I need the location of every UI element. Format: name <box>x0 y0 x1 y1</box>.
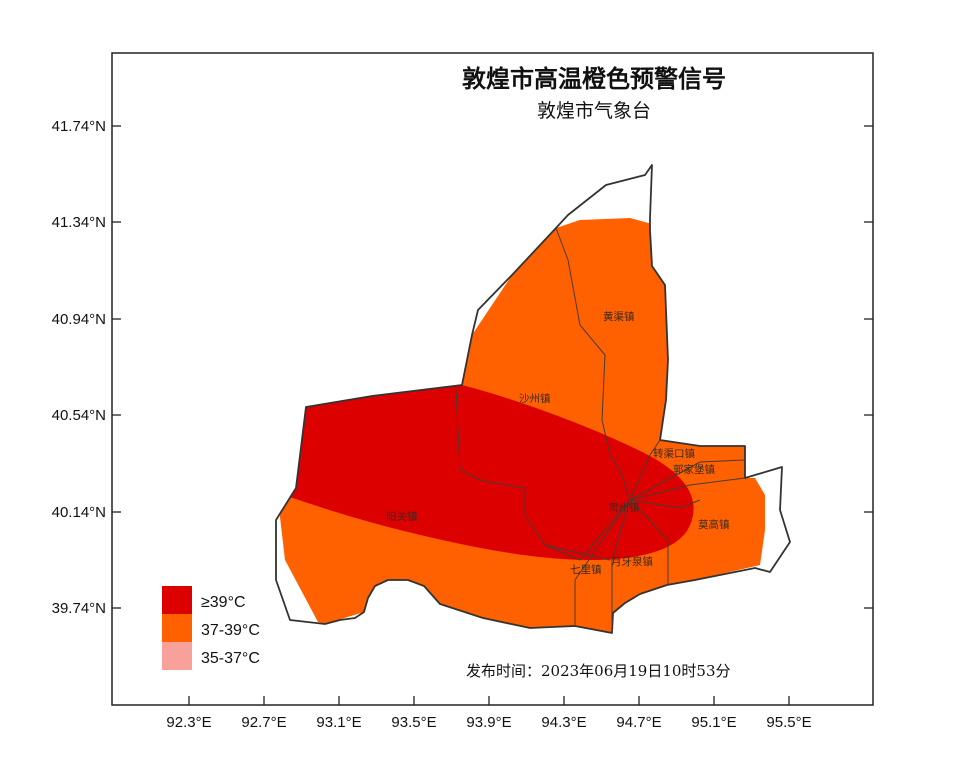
town-label-guojiabao: 郭家堡镇 <box>673 463 715 476</box>
x-tick-label: 95.1°E <box>691 714 736 731</box>
legend-swatch-extreme <box>162 586 192 614</box>
extreme-temp-zone-red <box>276 385 694 560</box>
y-tick-label: 40.14°N <box>52 504 106 521</box>
x-tick-label: 93.1°E <box>316 714 361 731</box>
town-label-suzhou: 肃州镇 <box>608 501 640 514</box>
town-label-shazhou: 沙州镇 <box>519 392 551 405</box>
y-tick-label: 40.94°N <box>52 311 106 328</box>
legend-label-moderate: 35-37°C <box>201 650 260 667</box>
x-tick-label: 94.7°E <box>616 714 661 731</box>
y-tick-label: 40.54°N <box>52 407 106 424</box>
county-boundary <box>275 164 791 634</box>
y-tick-label: 41.74°N <box>52 118 106 135</box>
x-tick-label: 92.7°E <box>241 714 286 731</box>
town-label-yueyaquan: 月牙泉镇 <box>611 555 653 568</box>
town-label-zhuanqukou: 转渠口镇 <box>653 447 695 460</box>
x-tick-label: 93.9°E <box>466 714 511 731</box>
town-label-qili: 七里镇 <box>570 563 602 576</box>
legend-swatch-high <box>162 614 192 642</box>
legend-label-high: 37-39°C <box>201 622 260 639</box>
legend-label-extreme: ≥39°C <box>201 594 246 611</box>
legend-swatch-moderate <box>162 642 192 670</box>
x-tick-label: 94.3°E <box>541 714 586 731</box>
x-axis: 92.3°E 92.7°E 93.1°E 93.5°E 93.9°E 94.3°… <box>166 696 812 731</box>
y-tick-label: 39.74°N <box>52 600 106 617</box>
map-subtitle: 敦煌市气象台 <box>537 100 651 122</box>
town-label-mogao: 莫高镇 <box>698 518 730 531</box>
y-tick-label: 41.34°N <box>52 214 106 231</box>
x-tick-label: 92.3°E <box>166 714 211 731</box>
y-axis: 41.74°N 41.34°N 40.94°N 40.54°N 40.14°N … <box>52 118 873 617</box>
x-tick-label: 93.5°E <box>391 714 436 731</box>
town-label-yangguan: 阳关镇 <box>386 510 418 523</box>
issue-time: 发布时间：2023年06月19日10时53分 <box>466 662 731 680</box>
x-tick-label: 95.5°E <box>766 714 811 731</box>
township-boundaries <box>455 227 746 633</box>
map-title: 敦煌市高温橙色预警信号 <box>462 64 726 93</box>
legend: ≥39°C 37-39°C 35-37°C <box>162 586 260 670</box>
town-label-huangqu: 黄渠镇 <box>603 310 635 323</box>
